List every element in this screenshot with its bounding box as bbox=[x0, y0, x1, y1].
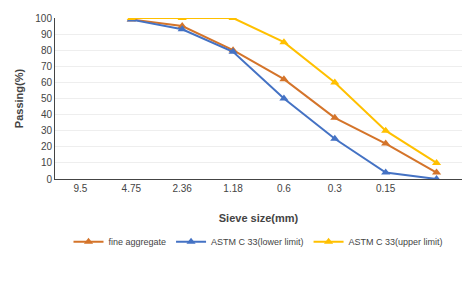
svg-text:Sieve size(mm): Sieve size(mm) bbox=[219, 212, 299, 224]
svg-text:0: 0 bbox=[46, 174, 52, 185]
svg-text:fine aggregate: fine aggregate bbox=[109, 237, 167, 247]
svg-text:100: 100 bbox=[35, 13, 52, 24]
svg-text:70: 70 bbox=[41, 61, 53, 72]
svg-text:30: 30 bbox=[41, 125, 53, 136]
svg-text:0.6: 0.6 bbox=[277, 183, 291, 194]
svg-text:40: 40 bbox=[41, 109, 53, 120]
svg-text:80: 80 bbox=[41, 45, 53, 56]
svg-text:ASTM C 33(upper limit): ASTM C 33(upper limit) bbox=[349, 237, 443, 247]
svg-text:60: 60 bbox=[41, 77, 53, 88]
svg-text:1.18: 1.18 bbox=[223, 183, 243, 194]
svg-text:0.15: 0.15 bbox=[376, 183, 396, 194]
svg-text:ASTM C 33(lower limit): ASTM C 33(lower limit) bbox=[211, 237, 304, 247]
svg-text:Passing(%): Passing(%) bbox=[13, 69, 25, 129]
svg-text:4.75: 4.75 bbox=[122, 183, 142, 194]
svg-text:50: 50 bbox=[41, 93, 53, 104]
svg-text:9.5: 9.5 bbox=[73, 183, 87, 194]
svg-text:90: 90 bbox=[41, 29, 53, 40]
svg-text:2.36: 2.36 bbox=[172, 183, 192, 194]
svg-text:0.3: 0.3 bbox=[328, 183, 342, 194]
svg-text:10: 10 bbox=[41, 157, 53, 168]
svg-text:20: 20 bbox=[41, 141, 53, 152]
